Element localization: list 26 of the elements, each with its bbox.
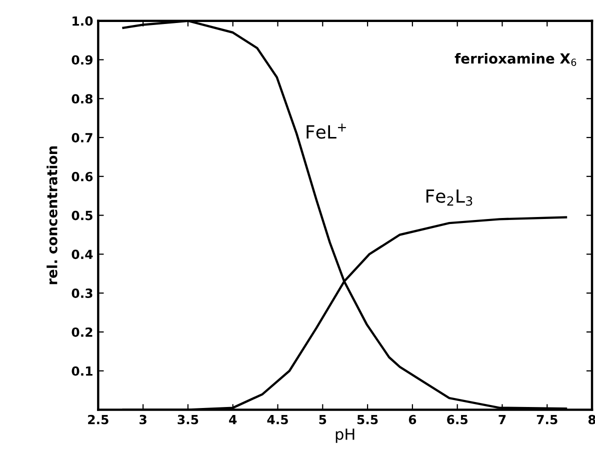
y-axis-title: rel. concentration <box>46 146 58 284</box>
x-axis-title: pH <box>336 428 354 443</box>
x-tick-label: 6.5 <box>447 414 468 424</box>
y-tick-label: 0.1 <box>72 366 92 376</box>
x-tick-label: 7.5 <box>536 415 558 424</box>
y-tick-label: 0.6 <box>72 172 93 182</box>
y-tick-label: 0.2 <box>72 327 92 337</box>
series-label: FeL$^{+}$ <box>306 124 346 139</box>
series-label: Fe$_{2}$L$_{3}$ <box>426 189 472 206</box>
x-tick-label: 5 <box>319 415 326 424</box>
x-tick-label: 5.5 <box>357 415 378 424</box>
x-tick-label: 3 <box>140 414 146 424</box>
y-tick-label: 0.8 <box>72 94 93 104</box>
x-tick-label: 4.5 <box>267 415 288 424</box>
y-tick-label: 0.3 <box>72 288 92 298</box>
x-tick-label: 6 <box>408 414 416 424</box>
y-tick-label: 1.0 <box>72 16 93 26</box>
y-tick-label: 0.7 <box>72 132 92 142</box>
y-tick-label: 0.4 <box>72 250 93 260</box>
x-tick-label: 4 <box>229 415 237 424</box>
x-tick-label: 2.5 <box>88 414 108 424</box>
annotation: ferrioxamine X$_{6}$ <box>454 53 576 66</box>
x-tick-label: 7 <box>498 415 506 424</box>
y-tick-label: 0.9 <box>72 55 93 65</box>
y-tick-label: 0.5 <box>72 210 92 220</box>
x-tick-label: 3.5 <box>178 414 198 424</box>
